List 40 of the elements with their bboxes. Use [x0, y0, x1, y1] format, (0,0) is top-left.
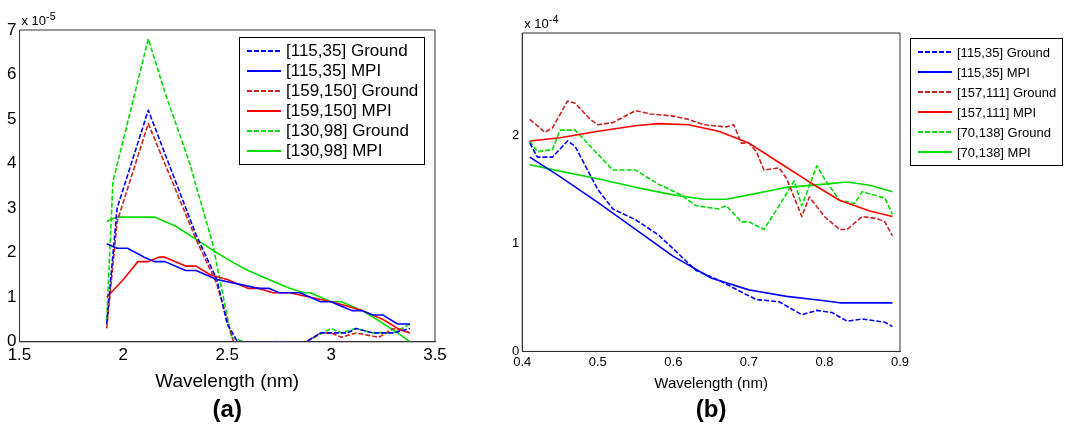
- x-tick-label: 2: [118, 344, 129, 364]
- text: x 10$^{-5}$: [21, 10, 56, 29]
- x-tick-label: 3: [326, 344, 336, 364]
- line-series: [528, 140, 894, 328]
- text: (b): [694, 395, 728, 423]
- x-tick-label: 0.8: [815, 353, 834, 369]
- line-series: [528, 129, 894, 231]
- y-tick-label: 2: [512, 127, 520, 143]
- y-tick-label: 7: [6, 19, 17, 39]
- y-tick-label: 3: [6, 197, 17, 217]
- y-tick-label: 5: [6, 108, 17, 128]
- legend-label: [70,138] Ground: [957, 124, 1051, 140]
- y-tick-label: 0: [512, 342, 520, 358]
- text: x 10$^{-4}$: [524, 13, 559, 32]
- legend-label: [130,98] Ground: [286, 121, 409, 141]
- x-axis-title: Wavelength (nm): [654, 374, 768, 392]
- x-tick-label: 0.9: [890, 353, 910, 369]
- legend-label: [130,98] MPI: [286, 141, 383, 161]
- legend-label: [115,35] MPI: [286, 61, 382, 81]
- legend-label: [115,35] Ground: [286, 41, 408, 61]
- legend-label: [115,35] Ground: [957, 44, 1050, 60]
- x-tick-label: 2.5: [215, 344, 240, 364]
- x-tick-label: 0.5: [588, 353, 607, 369]
- y-tick-label: 2: [6, 242, 17, 262]
- x-tick-label: 0.6: [664, 353, 683, 369]
- legend-label: [157,111] MPI: [957, 104, 1037, 120]
- legend-label: [70,138] MPI: [957, 144, 1031, 160]
- x-tick-label: 3.5: [423, 344, 447, 364]
- y-tick-label: 6: [6, 64, 17, 84]
- x-axis-title: Wavelength (nm): [155, 369, 300, 391]
- y-tick-label: 1: [512, 235, 520, 251]
- text: (a): [211, 395, 243, 423]
- y-tick-label: 1: [6, 286, 17, 306]
- legend-label: [115,35] MPI: [957, 64, 1030, 80]
- legend-label: [157,111] Ground: [957, 84, 1057, 100]
- y-tick-label: 4: [6, 153, 17, 173]
- x-tick-label: 0.7: [739, 353, 758, 369]
- legend-label: [159,150] Ground: [286, 81, 419, 101]
- line-series: [528, 100, 894, 237]
- legend-label: [159,150] MPI: [286, 101, 392, 121]
